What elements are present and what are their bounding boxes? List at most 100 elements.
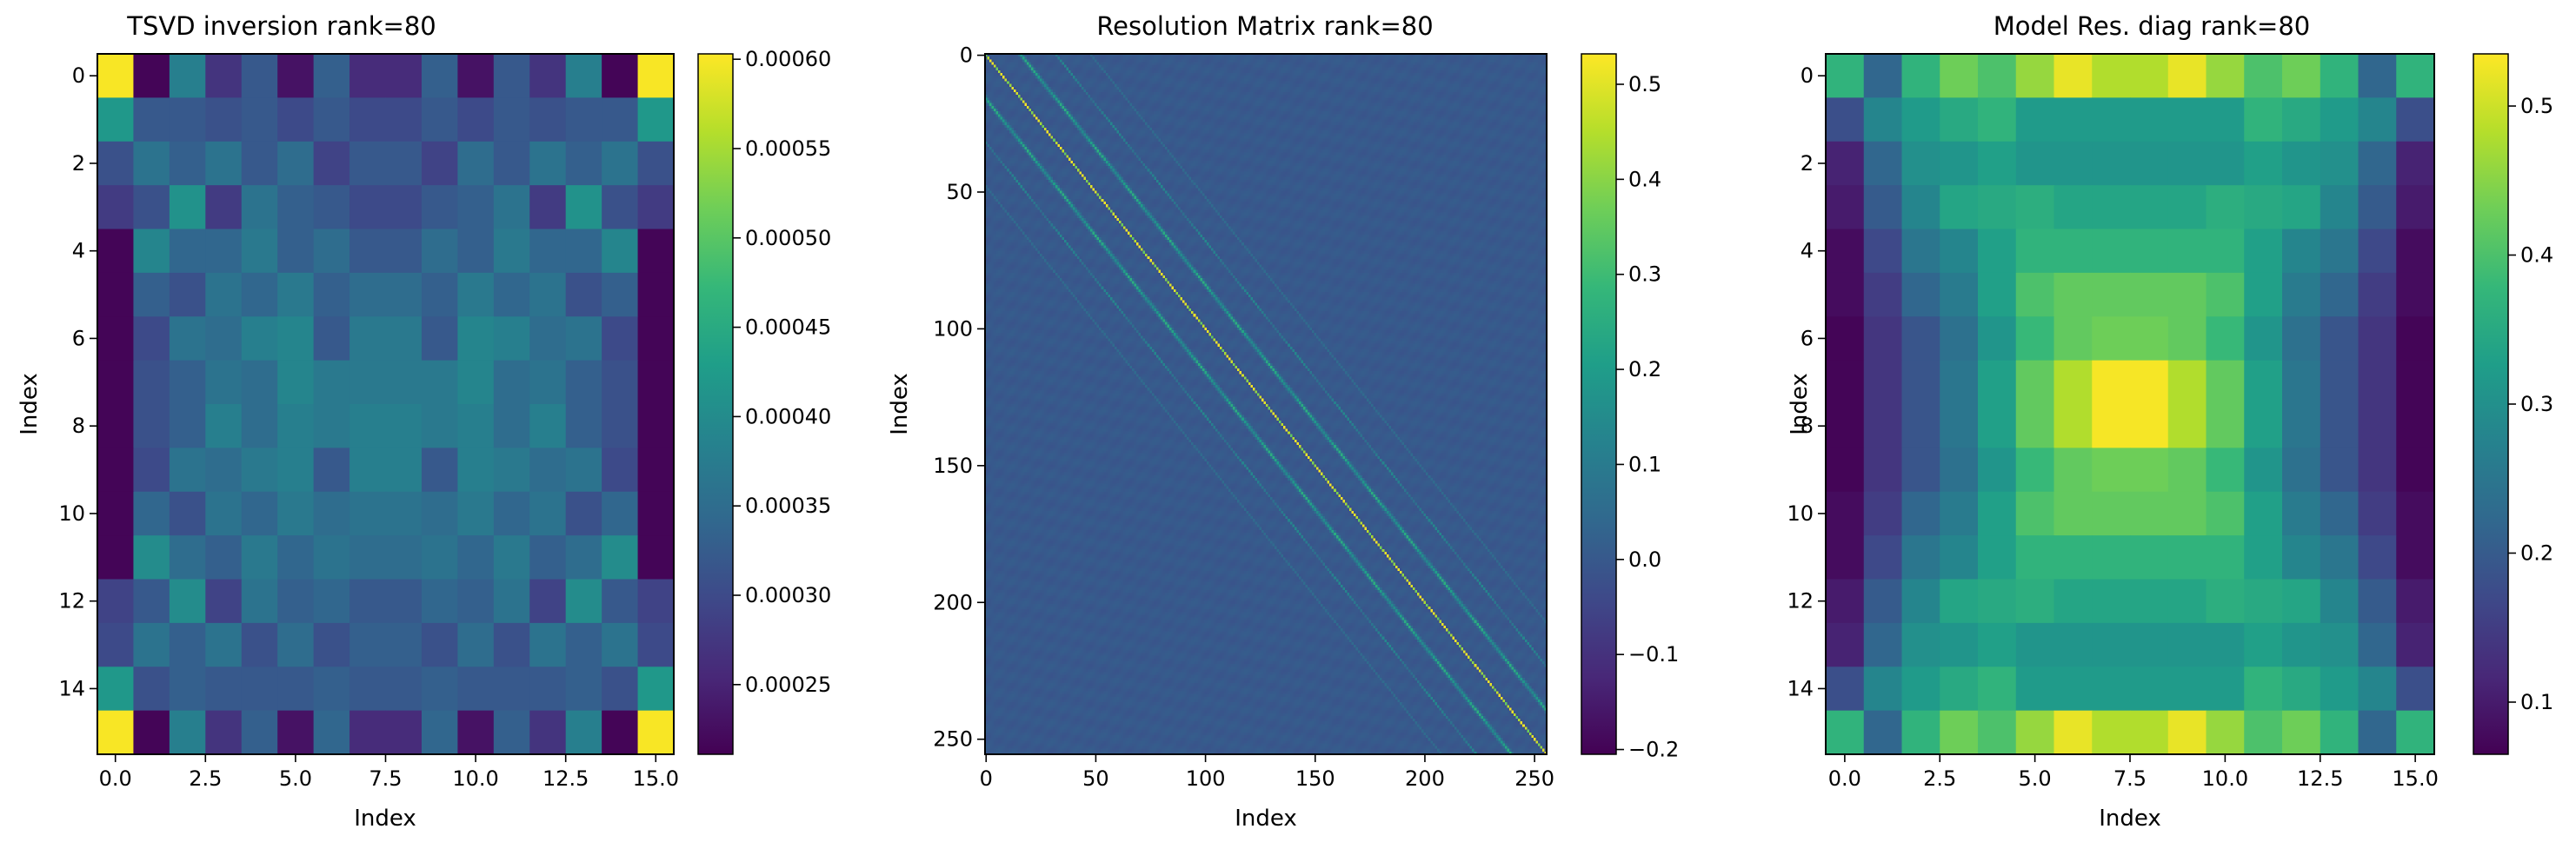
heatmap-cell: [205, 535, 243, 580]
y-axis-label: Index: [17, 373, 43, 435]
x-tick-label: 12.5: [542, 766, 589, 791]
heatmap-cell: [529, 667, 567, 712]
heatmap-cell: [2015, 97, 2055, 143]
heatmap-cell: [2358, 535, 2397, 580]
heatmap-cell: [349, 491, 387, 536]
heatmap-cell: [241, 448, 278, 493]
heatmap-cell: [2092, 710, 2131, 755]
heatmap-cell: [1863, 229, 1903, 274]
heatmap-cell: [2320, 710, 2360, 755]
heatmap-cell: [565, 667, 602, 712]
heatmap-cell: [241, 667, 278, 712]
heatmap-cell: [1863, 185, 1903, 230]
heatmap-cell: [97, 448, 135, 493]
heatmap-cell: [97, 360, 135, 405]
heatmap-cell: [349, 535, 387, 580]
heatmap-cell: [1863, 54, 1903, 98]
x-tick-label: 0.0: [1828, 766, 1861, 791]
heatmap-cell: [421, 491, 458, 536]
heatmap-cell: [493, 316, 530, 361]
heatmap-cell: [421, 229, 458, 274]
heatmap-cell: [385, 491, 423, 536]
heatmap-cell: [2015, 535, 2055, 580]
heatmap-cell: [1940, 54, 1979, 98]
heatmap-cell: [637, 229, 675, 274]
heatmap-cell: [2092, 54, 2131, 98]
x-tick-label: 2.5: [1923, 766, 1956, 791]
heatmap-cell: [169, 97, 206, 143]
heatmap-cell: [1978, 229, 2017, 274]
heatmap-cell: [2244, 667, 2283, 712]
heatmap-cell: [277, 185, 315, 230]
y-tick-label: 8: [72, 414, 85, 438]
heatmap-cell: [277, 622, 315, 667]
heatmap-cell: [1978, 97, 2017, 143]
y-tick-label: 12: [58, 589, 85, 614]
x-tick-label: 5.0: [2019, 766, 2052, 791]
heatmap-cell: [1826, 710, 1865, 755]
heatmap-cell: [493, 141, 530, 186]
heatmap-cell: [602, 579, 639, 624]
heatmap-cell: [241, 535, 278, 580]
heatmap-cell: [565, 229, 602, 274]
heatmap-cell: [1940, 360, 1979, 405]
heatmap-cell: [2015, 360, 2055, 405]
heatmap-cell: [1863, 272, 1903, 317]
heatmap-cell: [205, 272, 243, 317]
heatmap-cell: [2320, 272, 2360, 317]
heatmap-cell: [385, 360, 423, 405]
heatmap-cell: [2244, 360, 2283, 405]
heatmap-cell: [1978, 710, 2017, 755]
heatmap-cell: [133, 448, 170, 493]
heatmap-cell: [602, 141, 639, 186]
heatmap-cell: [2092, 404, 2131, 448]
heatmap-cell: [349, 316, 387, 361]
heatmap-cell: [1826, 97, 1865, 143]
heatmap-cell: [1940, 141, 1979, 186]
heatmap-cell: [2396, 185, 2435, 230]
heatmap-cell: [2358, 404, 2397, 448]
heatmap-cell: [133, 97, 170, 143]
heatmap-cell: [1901, 360, 1940, 405]
heatmap-cell: [457, 229, 495, 274]
colorbar-tick-label: 0.00060: [745, 47, 831, 71]
heatmap-cell: [2358, 316, 2397, 361]
heatmap-cell: [205, 54, 243, 98]
heatmap-cell: [2396, 229, 2435, 274]
heatmap-cell: [241, 316, 278, 361]
heatmap-cell: [1863, 141, 1903, 186]
heatmap-cell: [457, 404, 495, 448]
heatmap-cell: [2053, 710, 2093, 755]
heatmap-cell: [2092, 316, 2131, 361]
colorbar-tick-label: 0.00030: [745, 583, 831, 607]
heatmap-cell: [2320, 316, 2360, 361]
heatmap-cell: [457, 448, 495, 493]
heatmap-cell: [313, 491, 350, 536]
heatmap-cell: [1901, 622, 1940, 667]
heatmap-cell: [97, 141, 135, 186]
heatmap-cells: [97, 54, 675, 755]
heatmap-cell: [565, 404, 602, 448]
heatmap-cell: [169, 141, 206, 186]
heatmap-cell: [2206, 272, 2245, 317]
heatmap-cell: [2015, 404, 2055, 448]
x-tick-label: 10.0: [2202, 766, 2248, 791]
heatmap-cell: [602, 448, 639, 493]
heatmap-cell: [2053, 622, 2093, 667]
heatmap-cell: [1940, 404, 1979, 448]
heatmap-cell: [637, 667, 675, 712]
colorbar-tick-label: 0.1: [1628, 452, 1661, 476]
heatmap-cell: [2282, 272, 2321, 317]
heatmap-cell: [2092, 579, 2131, 624]
heatmap-cell: [2130, 448, 2169, 493]
heatmap-cell: [2282, 667, 2321, 712]
heatmap-cell: [349, 185, 387, 230]
heatmap-cell: [2206, 579, 2245, 624]
heatmap-cell: [529, 141, 567, 186]
colorbar: [1581, 53, 1617, 755]
heatmap-cell: [313, 316, 350, 361]
heatmap-cell: [565, 54, 602, 98]
heatmap-cell: [2396, 316, 2435, 361]
y-tick-label: 0: [1801, 63, 1814, 88]
